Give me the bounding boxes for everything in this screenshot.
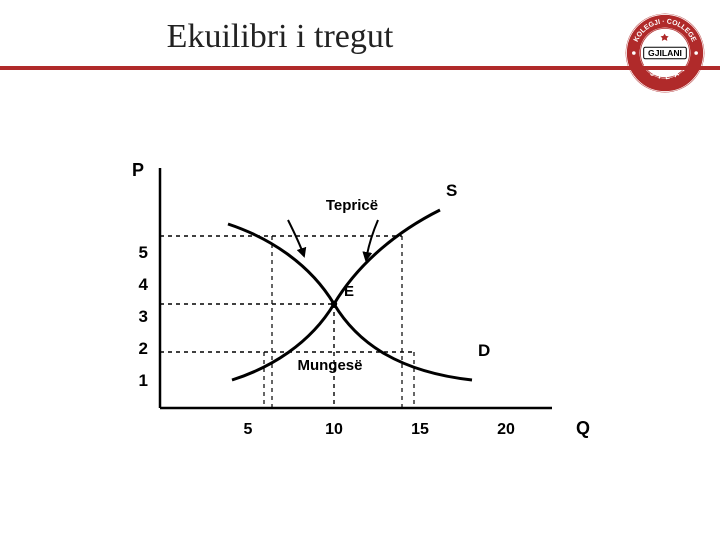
college-logo: KOLEGJI · COLLEGE G J I L A N GJILANI [624,12,706,94]
x-tick: 15 [411,421,429,438]
y-tick: 4 [139,275,149,294]
y-tick: 3 [139,307,148,326]
page-title: Ekuilibri i tregut [0,18,560,56]
surplus-label: Tepricë [326,197,378,214]
accent-bar [0,66,720,70]
x-tick: 5 [244,421,253,438]
x-tick: 10 [325,421,343,438]
equilibrium-label: E [344,283,354,300]
logo-center-text: GJILANI [648,48,682,58]
supply-label: S [446,181,457,200]
shortage-label: Mungesë [297,357,362,374]
equilibrium-point [331,301,337,307]
surplus-arrow-left [288,220,304,256]
y-axis-label: P [132,160,144,180]
y-tick: 5 [139,243,148,262]
x-tick: 20 [497,421,515,438]
equilibrium-chart: P Q 1 2 3 4 5 5 10 15 20 E S D Tepricë Mungesë [120,160,590,440]
y-tick: 2 [139,339,148,358]
demand-label: D [478,341,490,360]
y-tick: 1 [139,371,148,390]
x-axis-label: Q [576,418,590,438]
